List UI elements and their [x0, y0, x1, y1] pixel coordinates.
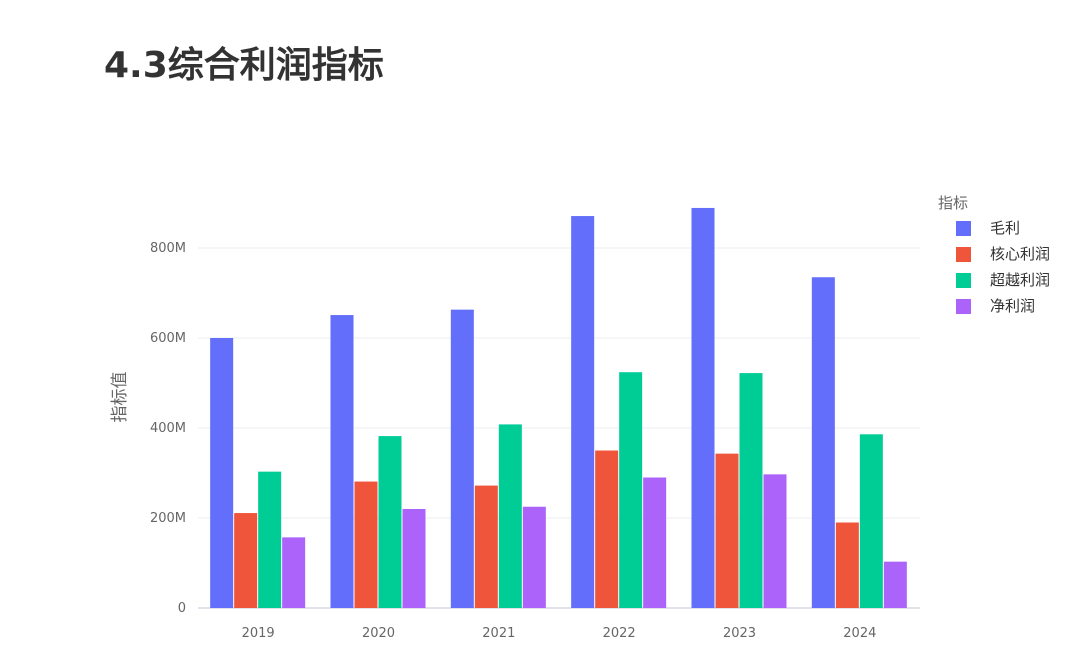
bar-2020-毛利 [330, 315, 354, 608]
bar-2019-超越利润 [258, 471, 282, 608]
bar-2024-核心利润 [835, 522, 859, 608]
bar-2023-核心利润 [715, 453, 739, 608]
bar-2024-净利润 [883, 561, 907, 608]
bar-2019-毛利 [210, 338, 234, 608]
bars [210, 207, 907, 609]
bar-2022-净利润 [643, 477, 667, 608]
y-tick-label: 400M [150, 421, 186, 436]
x-tick-label: 2020 [362, 626, 395, 641]
bar-2021-核心利润 [474, 485, 498, 608]
legend-label: 毛利 [990, 219, 1020, 237]
bar-2019-核心利润 [234, 513, 258, 608]
grid-lines [198, 247, 920, 609]
bar-2022-核心利润 [595, 450, 619, 608]
y-axis-ticks: 0 200M 400M 600M 800M [150, 241, 186, 616]
legend-label: 核心利润 [990, 245, 1050, 263]
page-title: 4.3综合利润指标 [104, 45, 384, 86]
legend-title: 指标 [938, 194, 968, 212]
y-tick-label: 200M [150, 511, 186, 526]
y-tick-label: 0 [178, 601, 186, 616]
legend-label: 超越利润 [990, 271, 1050, 289]
bar-2023-毛利 [691, 207, 715, 608]
bar-2024-超越利润 [859, 434, 883, 608]
bar-2021-净利润 [522, 506, 546, 608]
bar-2024-毛利 [811, 277, 835, 608]
bar-2020-核心利润 [354, 481, 378, 608]
x-tick-label: 2023 [723, 626, 756, 641]
bar-2022-毛利 [571, 216, 595, 609]
bar-2022-超越利润 [619, 372, 643, 608]
legend-label: 净利润 [990, 297, 1035, 315]
x-tick-label: 2022 [603, 626, 636, 641]
legend-swatch [956, 247, 971, 262]
bar-2023-超越利润 [739, 373, 763, 608]
y-axis-title: 指标值 [110, 372, 130, 423]
x-tick-label: 2024 [843, 626, 876, 641]
y-tick-label: 600M [150, 331, 186, 346]
legend-swatch [956, 273, 971, 288]
bar-2021-超越利润 [498, 424, 522, 608]
x-tick-label: 2021 [482, 626, 515, 641]
legend-swatch [956, 299, 971, 314]
bar-2020-净利润 [402, 509, 426, 608]
bar-2019-净利润 [282, 537, 306, 608]
legend-swatch [956, 221, 971, 236]
y-tick-label: 800M [150, 241, 186, 256]
bar-2023-净利润 [763, 474, 787, 608]
bar-2021-毛利 [450, 309, 474, 608]
x-tick-label: 2019 [242, 626, 275, 641]
bar-2020-超越利润 [378, 436, 402, 608]
x-axis-ticks: 2019 2020 2021 2022 2023 2024 [242, 626, 877, 641]
